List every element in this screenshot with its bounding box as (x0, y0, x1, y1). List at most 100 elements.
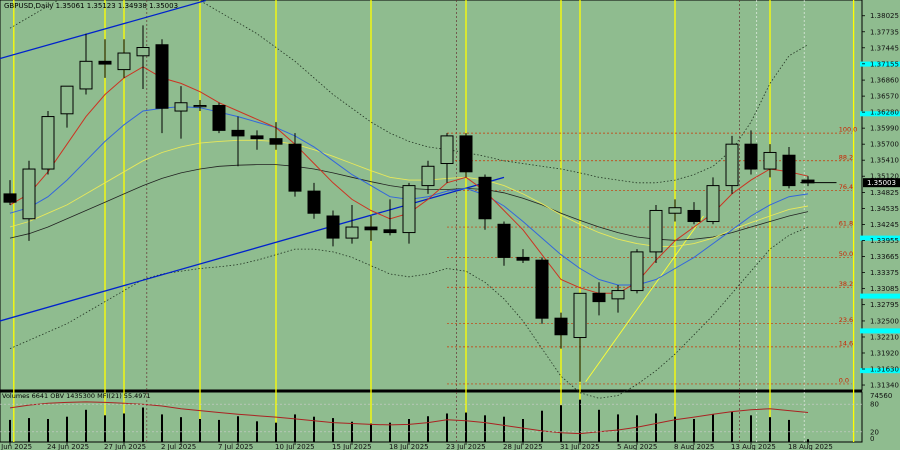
candle (497, 221, 511, 266)
candle-body-bear (98, 60, 112, 65)
candle-body-bear (3, 193, 17, 203)
x-tick-label: 18 Jul 2025 (389, 443, 429, 450)
current-price-label: 1.35003 (867, 179, 896, 187)
upper-trendline (0, 0, 206, 60)
y-tick-label: 1.32210 (870, 333, 899, 341)
fib-level-label: 76.4 (839, 183, 853, 191)
candle-body-bear (269, 138, 283, 145)
y-tick-label: 1.36280 (870, 109, 899, 117)
time-axis: 19 Jun 2025 24 Jun 2025 27 Jun 2025 2 Jul 2… (0, 442, 833, 450)
candle-body-bull (60, 85, 74, 115)
x-tick-label: 7 Jul 2025 (218, 443, 253, 450)
candle-body-bull (611, 290, 625, 300)
candle (269, 122, 283, 150)
y-tick-label: 1.38025 (870, 12, 899, 20)
session-lines (13, 0, 855, 442)
candle (440, 133, 454, 183)
x-tick-label: 13 Aug 2025 (731, 443, 776, 450)
band-lower (9, 226, 809, 399)
grid (0, 0, 863, 443)
candle-body-bear (250, 135, 264, 140)
candle-body-bear (592, 292, 606, 303)
candle-body-bull (22, 168, 36, 220)
candle (592, 282, 606, 316)
y-tick-label: 1.34535 (870, 205, 899, 213)
candle-body-bull (668, 207, 682, 214)
candle-body-bull (174, 102, 188, 112)
candle-body-bull (630, 251, 644, 292)
candle (193, 99, 207, 112)
candle (630, 249, 644, 294)
indicator-tick-label: 0 (870, 435, 874, 443)
candle-body-bear (478, 176, 492, 220)
highlighted-level (860, 368, 900, 374)
candle (155, 39, 169, 134)
candle-body-bear (497, 223, 511, 258)
x-tick-label: 10 Jul 2025 (275, 443, 315, 450)
candle (478, 174, 492, 230)
candle-body-bull (79, 60, 93, 90)
x-tick-label: 8 Aug 2025 (674, 443, 714, 450)
candle-body-bear (288, 143, 302, 192)
x-tick-label: 5 Aug 2025 (617, 443, 657, 450)
candle-body-bull (649, 209, 663, 253)
x-tick-label: 27 Jun 2025 (104, 443, 146, 450)
candle-body-bear (155, 44, 169, 109)
fib-level-label: 0.0 (839, 376, 849, 384)
x-tick-label: 2 Jul 2025 (161, 443, 196, 450)
candle (22, 160, 36, 241)
candle (687, 202, 701, 225)
candle (345, 204, 359, 244)
candle (744, 130, 758, 175)
candle (535, 257, 549, 324)
candle-body-bear (535, 259, 549, 319)
candle (782, 146, 796, 189)
fib-level-label: 23.6 (839, 316, 853, 324)
candle-body-bull (573, 292, 587, 339)
yellow-diagonal (585, 215, 704, 382)
y-tick-label: 1.37735 (870, 28, 899, 36)
y-tick-label: 1.32795 (870, 301, 899, 309)
candle (326, 210, 340, 247)
candle (231, 116, 245, 167)
x-tick-label: 18 Aug 2025 (788, 443, 833, 450)
indicator-tick-label: 74560 (870, 392, 892, 400)
candle-body-bear (687, 209, 701, 223)
candle-body-bear (212, 105, 226, 131)
candle-body-bull (402, 185, 416, 234)
price-panel-frame (0, 0, 863, 391)
y-tick-label: 1.36570 (870, 93, 899, 101)
candle (668, 199, 682, 222)
indicator-tick-label: 80 (870, 401, 879, 409)
y-tick-label: 1.31920 (870, 349, 899, 357)
bands (9, 0, 809, 399)
price-axis: 1.38025 1.37735 1.37445 1.37155 1.36860 1.365… (800, 12, 900, 390)
candle (364, 215, 378, 241)
y-tick-label: 1.35990 (870, 125, 899, 133)
y-tick-label: 1.36860 (870, 77, 899, 85)
candle (174, 86, 188, 139)
candle (60, 85, 74, 128)
fib-level-label: 88.2 (839, 153, 853, 161)
candle-body-bull (41, 116, 55, 170)
y-tick-label: 1.31630 (870, 366, 899, 374)
candle (288, 133, 302, 197)
candle (98, 39, 112, 78)
candle-body-bull (706, 185, 720, 223)
x-tick-label: 31 Jul 2025 (560, 443, 600, 450)
x-tick-label: 19 Jun 2025 (0, 443, 32, 450)
candle-body-bear (364, 226, 378, 231)
candle-body-bear (744, 143, 758, 170)
candle (459, 133, 473, 178)
candle (725, 135, 739, 194)
candle-body-bear (554, 317, 568, 336)
candle (611, 285, 625, 313)
trendlines (0, 0, 704, 382)
candle (383, 199, 397, 236)
y-tick-label: 1.35700 (870, 141, 899, 149)
highlighted-level (860, 293, 900, 299)
candle (763, 144, 777, 178)
indicator-panel-frame (0, 391, 863, 443)
